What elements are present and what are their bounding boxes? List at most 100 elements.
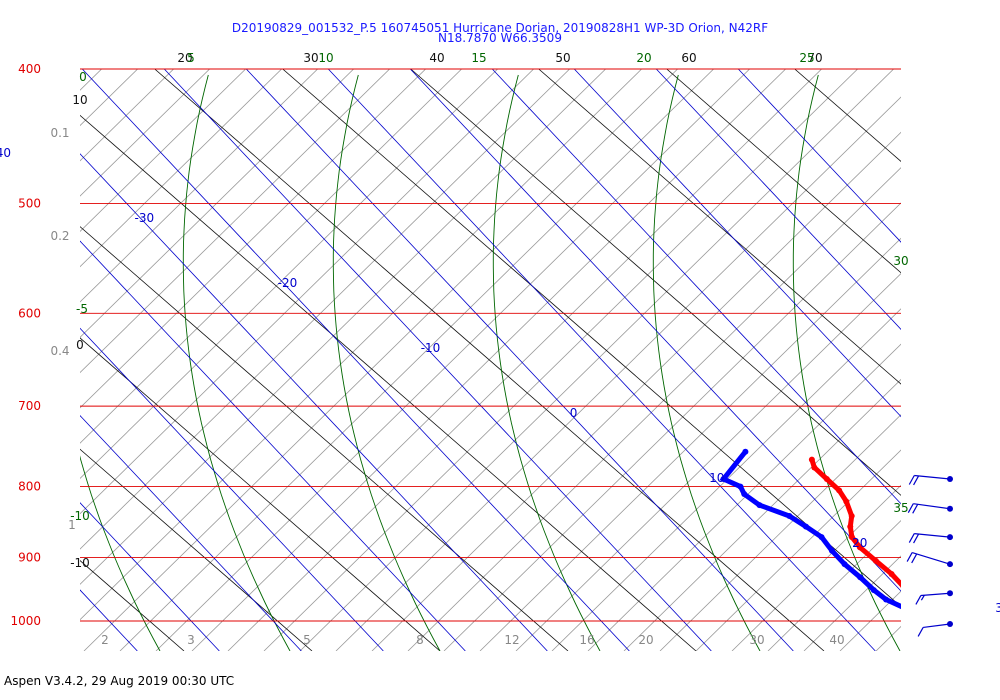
moist-adiabat-line [80,455,161,651]
mixing-ratio-label: 0.2 [50,229,69,243]
mixing-ratio-line [695,449,901,651]
isotherm-label: 30 [995,601,1000,615]
moist-adiabat-label: -5 [76,302,88,316]
mixing-ratio-line [80,69,246,232]
mixing-ratio-line [335,96,901,651]
mixing-ratio-line [767,520,901,651]
dewpoint-trace-point [912,615,918,621]
dry-adiabat-label: 70 [807,51,822,65]
dewpoint-trace-point [756,502,763,509]
dry-adiabat-label: 10 [72,93,87,107]
moist-adiabat-line [332,74,441,651]
temperature-trace-point [856,544,863,551]
wind-barb-station [947,590,953,597]
dry-adiabat-label: 60 [681,51,696,65]
mixing-ratio-label: 20 [638,633,653,647]
isotherm-line [163,69,712,651]
wind-barb-flag [911,553,918,564]
moist-adiabat-label: 15 [471,51,486,65]
mixing-ratio-line [80,69,462,444]
isobar-label: 1000 [10,614,41,628]
temperature-trace-point [848,534,855,541]
dewpoint-trace-point [857,574,864,581]
isobars [80,68,901,622]
mixing-ratio-line [119,69,714,651]
moist-adiabat-label: 5 [187,51,195,65]
wind-barb-staff [923,623,951,629]
wind-barb-flag [908,475,915,485]
temperature-trace-point [848,512,855,519]
moist-adiabat-line [492,74,601,651]
wind-barb [906,551,953,568]
moist-adiabat-label: 20 [636,51,651,65]
mixing-ratio-line [80,69,318,303]
mixing-ratio-label: 1 [68,518,76,532]
mixing-ratio-label: 16 [579,633,594,647]
wind-barb [915,590,953,605]
mixing-ratio-line [80,69,390,374]
moist-adiabat-label: 0 [79,70,87,84]
isotherm-line [655,69,901,330]
dry-adiabat-line [154,69,825,651]
mixing-ratio-line [155,69,750,651]
dry-adiabat-label: -10 [70,556,90,570]
moist-adiabat-label: 10 [318,51,333,65]
mixing-ratio-line [371,131,901,651]
isotherm-label: -20 [278,276,298,290]
mixing-ratio-label: 30 [749,633,764,647]
wind-barb-flag [907,503,914,513]
dry-adiabat-line [80,114,697,651]
dry-adiabat-line [410,69,901,496]
mixing-ratio-line [551,308,901,651]
mixing-ratio-line [984,69,1000,651]
temperature-trace-line [809,458,901,588]
dry-adiabat-line [794,69,901,162]
footer-text: Aspen V3.4.2, 29 Aug 2019 00:30 UTC [4,674,235,688]
dewpoint-trace-point [828,547,835,554]
moist-adiabat-line [652,74,761,651]
dry-adiabat-line [80,448,313,651]
temperature-trace-point [823,475,830,482]
isotherm-label: 20 [852,536,867,550]
temperature-trace-point [872,557,879,564]
dewpoint-trace-point [720,475,727,482]
isotherm-line [245,69,794,651]
dry-adiabat-line [80,337,441,651]
moist-adiabat-label: 30 [893,254,908,268]
mixing-ratio-line [912,69,1000,651]
isotherms [80,69,901,651]
dry-adiabat-label: 30 [303,51,318,65]
wind-barbs [906,474,953,637]
moist-adiabat-label: 25 [799,51,814,65]
dewpoint-trace-point [802,523,809,530]
moist-adiabat-label: 35 [893,501,908,515]
dry-adiabat-label: 40 [429,51,444,65]
mixing-ratio-line [80,69,642,621]
mixing-ratio-line [80,69,210,197]
moist-adiabat-line [792,74,901,651]
temperature-trace-point [900,585,901,589]
isotherm-label: -10 [421,341,441,355]
isotherm-line [737,69,901,243]
temperature-trace-point [948,615,954,621]
wind-barb [917,621,953,637]
isotherm-line [80,327,384,651]
isotherm-line [80,240,466,651]
mixing-ratio-line [83,69,678,651]
wind-barb-station [947,534,953,541]
mixing-ratio-label: 12 [504,633,519,647]
dry-adiabat-line [666,69,901,274]
wind-barb-staff [920,592,951,597]
moist-adiabat-label: -10 [70,509,90,523]
wind-barb-flag [915,595,922,605]
isobar-label: 400 [18,62,41,76]
dry-adiabat-label: 20 [177,51,192,65]
isotherm-line [327,69,876,651]
mixing-ratio-label: 0.1 [50,126,69,140]
dewpoint-trace-point [818,534,825,541]
dry-adiabat-line [282,69,901,608]
mixing-ratio-line [587,343,901,651]
temperature-trace-point [888,571,895,578]
dewpoint-trace-point [741,491,748,498]
